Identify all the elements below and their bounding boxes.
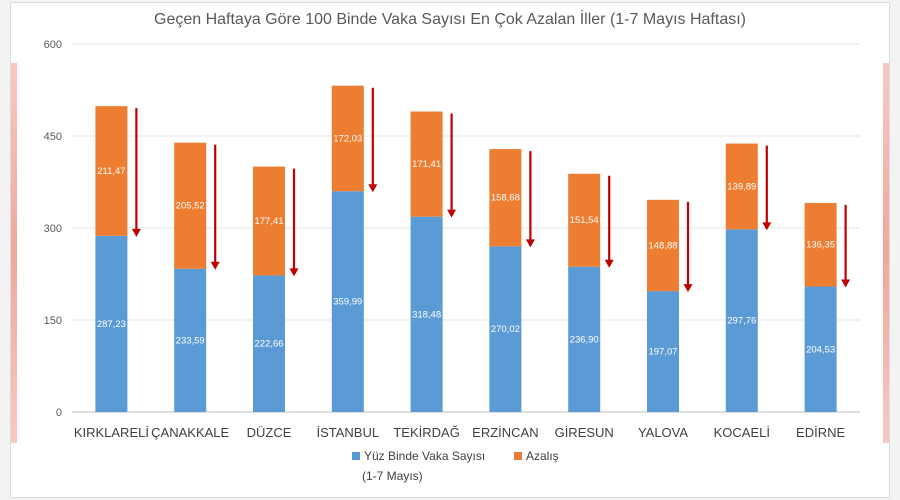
bar-segment-vaka	[331, 191, 364, 412]
chart-title: Geçen Haftaya Göre 100 Binde Vaka Sayısı…	[154, 9, 746, 28]
decrease-arrow-head	[841, 279, 851, 288]
decrease-arrow-head	[683, 284, 693, 293]
data-label-azalis: 171,41	[412, 159, 441, 170]
bar-segment-azalis	[647, 199, 679, 292]
data-label-azalis: 177,41	[254, 216, 283, 227]
data-label-azalis: 148,88	[648, 240, 677, 251]
right-edge-decoration	[883, 63, 889, 443]
bar-segment-azalis	[410, 111, 443, 217]
decrease-arrow-head	[604, 259, 614, 268]
bar-segment-azalis	[174, 142, 207, 269]
bar-segment-azalis	[95, 106, 128, 236]
legend-label-azalis: Azalış	[526, 449, 559, 463]
legend-label-vaka-sub: (1-7 Mayıs)	[362, 469, 423, 483]
bar-segment-vaka	[725, 229, 758, 412]
data-label-azalis: 136,35	[806, 240, 835, 251]
data-label-azalis: 211,47	[97, 166, 125, 177]
data-label-vaka: 270,02	[491, 324, 520, 335]
y-tick-label: 0	[56, 407, 62, 419]
legend-swatch-vaka	[352, 452, 360, 460]
bar-segment-azalis	[804, 202, 837, 287]
data-label-azalis: 151,54	[570, 215, 599, 226]
x-tick-label: DÜZCE	[247, 425, 292, 440]
bar-segment-azalis	[568, 173, 601, 267]
bar-segment-vaka	[647, 291, 679, 412]
x-tick-label: TEKİRDAĞ	[393, 425, 459, 440]
data-label-vaka: 233,59	[176, 335, 205, 346]
bars: 287,23 211,47 233,59 205,52 222,66 177,41 359,…	[95, 85, 837, 412]
data-label-vaka: 236,90	[570, 334, 599, 345]
x-tick-label: İSTANBUL	[316, 425, 379, 440]
x-tick-label: GİRESUN	[555, 425, 614, 440]
decrease-arrows	[131, 87, 851, 293]
y-tick-label: 150	[44, 315, 62, 327]
bar-segment-azalis	[489, 149, 522, 247]
x-tick-label: KIRKLARELİ	[74, 425, 149, 440]
y-tick-label: 300	[44, 223, 62, 235]
decrease-arrow-head	[447, 209, 457, 218]
decrease-arrow-head	[131, 228, 141, 237]
bar-segment-azalis	[725, 143, 758, 230]
legend: Yüz Binde Vaka Sayısı (1-7 Mayıs) Azalış	[352, 449, 559, 483]
bar-segment-vaka	[568, 266, 601, 412]
data-label-vaka: 297,76	[727, 316, 756, 327]
x-axis: KIRKLARELİ ÇANAKKALE DÜZCE İSTANBUL TEKİRDAĞ…	[74, 425, 846, 440]
x-tick-label: ÇANAKKALE	[151, 425, 229, 440]
bar-segment-vaka	[174, 268, 207, 412]
data-label-vaka: 318,48	[412, 309, 441, 320]
legend-swatch-azalis	[514, 452, 522, 460]
decrease-arrow-head	[368, 184, 378, 193]
bar-segment-vaka	[804, 286, 837, 412]
data-label-vaka: 197,07	[648, 347, 677, 358]
bar-segment-vaka	[253, 275, 285, 412]
data-label-azalis: 139,89	[727, 181, 756, 192]
decrease-arrow-head	[525, 239, 535, 248]
bar-segment-vaka	[95, 235, 128, 412]
bar-segment-vaka	[410, 216, 443, 412]
y-tick-label: 450	[44, 131, 62, 143]
data-label-azalis: 205,52	[176, 201, 205, 212]
data-label-vaka: 359,99	[333, 297, 362, 308]
bar-segment-azalis	[253, 166, 285, 276]
y-tick-label: 600	[44, 39, 62, 51]
x-tick-label: YALOVA	[638, 425, 688, 440]
y-axis: 0 150 300 450 600	[44, 39, 62, 419]
data-label-azalis: 158,68	[491, 193, 520, 204]
data-label-azalis: 172,03	[333, 133, 362, 144]
bar-segment-azalis	[331, 85, 364, 192]
data-label-vaka: 222,66	[254, 339, 283, 350]
left-edge-decoration	[11, 63, 17, 443]
decrease-arrow-head	[289, 268, 299, 277]
data-label-vaka: 204,53	[806, 344, 835, 355]
x-tick-label: ERZİNCAN	[472, 425, 538, 440]
data-label-vaka: 287,23	[97, 319, 126, 330]
x-tick-label: KOCAELİ	[714, 425, 770, 440]
legend-label-vaka: Yüz Binde Vaka Sayısı	[364, 449, 485, 463]
decrease-arrow-head	[762, 222, 772, 231]
decrease-arrow-head	[210, 261, 220, 270]
x-tick-label: EDİRNE	[796, 425, 845, 440]
bar-segment-vaka	[489, 246, 522, 412]
